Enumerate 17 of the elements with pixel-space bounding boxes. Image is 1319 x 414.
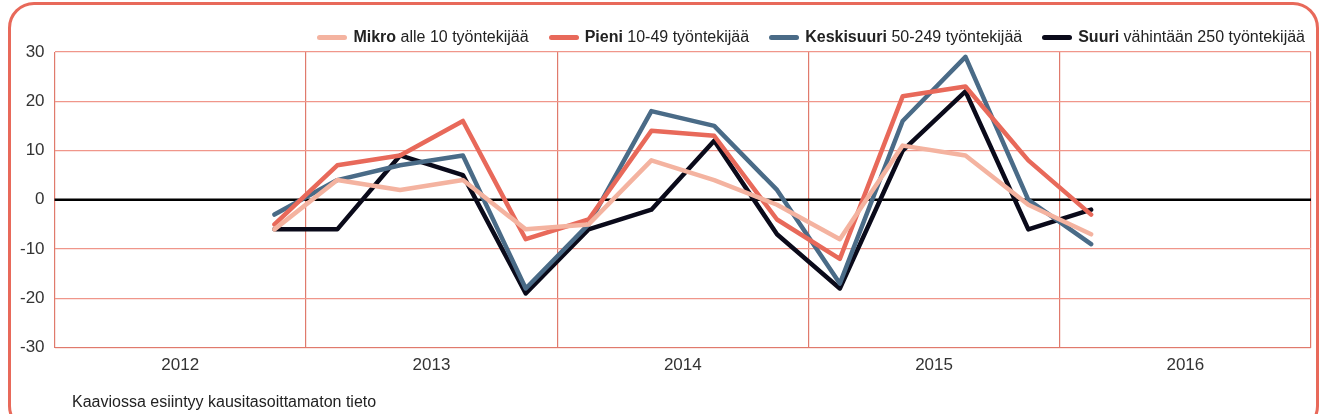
legend-label: Suuri vähintään 250 työntekijää: [1078, 28, 1305, 46]
legend-label: Mikro alle 10 työntekijää: [353, 28, 529, 46]
legend-label: Keskisuuri 50-249 työntekijää: [805, 28, 1023, 46]
x-tick-label: 2012: [161, 355, 200, 375]
y-tick-label: -10: [19, 238, 45, 258]
y-tick-label: -30: [19, 337, 45, 357]
x-tick-label: 2013: [412, 355, 451, 375]
x-tick-label: 2016: [1166, 355, 1205, 375]
y-tick-label: -20: [19, 288, 45, 308]
x-tick-label: 2015: [915, 355, 953, 375]
x-tick-label: 2014: [663, 355, 702, 375]
text: Kaaviossa esiintyy kausitasoittamaton tieto: [72, 393, 377, 411]
y-tick-label: 20: [25, 90, 45, 110]
legend-label: Pieni 10-49 työntekijää: [584, 28, 750, 46]
y-tick-label: 10: [25, 140, 45, 160]
y-tick-label: 0: [35, 189, 45, 209]
y-tick-label: 30: [25, 41, 45, 61]
